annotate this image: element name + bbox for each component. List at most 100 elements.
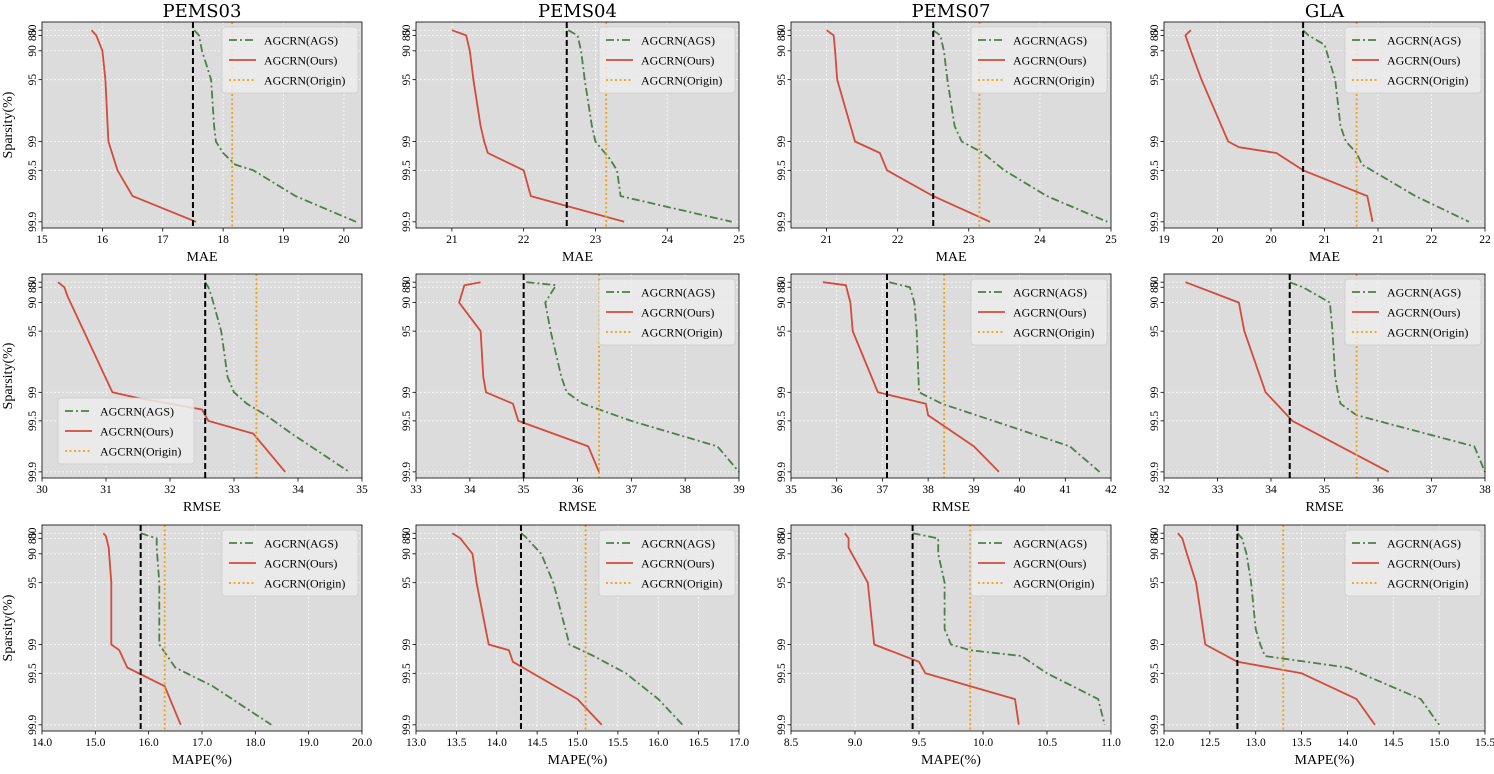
y-tick-label: 99 bbox=[27, 386, 39, 398]
ours-line bbox=[102, 532, 182, 726]
plot-frame bbox=[41, 21, 363, 229]
plot-frame bbox=[1163, 524, 1486, 732]
y-tick-label: 99 bbox=[401, 638, 413, 650]
legend: AGCRN(AGS) AGCRN(Ours) AGCRN(Origin) bbox=[598, 278, 736, 346]
y-tick-label: 99.9 bbox=[1149, 462, 1161, 482]
y-tick-label: 95 bbox=[27, 577, 39, 589]
legend-box bbox=[970, 278, 1108, 346]
y-tick-label: 80 bbox=[401, 24, 413, 36]
x-tick-label: 19 bbox=[1158, 234, 1170, 246]
x-axis-label: MAE bbox=[1309, 250, 1340, 265]
y-tick-label: 99.5 bbox=[27, 411, 39, 431]
plot-frame bbox=[790, 21, 1112, 229]
x-tick-label: 16.5 bbox=[689, 737, 709, 749]
legend: AGCRN(AGS) AGCRN(Ours) AGCRN(Origin) bbox=[221, 26, 359, 94]
y-tick-label: 90 bbox=[27, 45, 39, 57]
subplot-2-1: 13.0 13.5 14.0 14.5 15.0 15.5 16.0 16.5 17.0 8085… bbox=[401, 524, 749, 749]
x-tick-label: 13.5 bbox=[446, 737, 466, 749]
plot-frame bbox=[790, 524, 1112, 732]
x-tick-label: 16.0 bbox=[139, 737, 159, 749]
legend-label: AGCRN(Ours) bbox=[1013, 557, 1086, 571]
column-title: PEMS07 bbox=[912, 1, 991, 22]
y-tick-label: 85 bbox=[776, 281, 788, 293]
legend-label: AGCRN(Ours) bbox=[641, 557, 714, 571]
x-tick-label: 35 bbox=[1319, 484, 1331, 496]
legend: AGCRN(AGS) AGCRN(Ours) AGCRN(Origin) bbox=[598, 529, 736, 597]
y-tick-label: 90 bbox=[1149, 548, 1161, 560]
y-tick-label: 99.9 bbox=[27, 462, 39, 482]
legend-label: AGCRN(Origin) bbox=[1387, 326, 1468, 340]
legend-label: AGCRN(Ours) bbox=[1013, 306, 1086, 320]
subplot-0-1: 21 22 23 24 25808590959999.599.9AGCRN(AGS)AG… bbox=[401, 21, 745, 246]
y-tick-label: 99.5 bbox=[401, 663, 413, 683]
x-tick-label: 9.5 bbox=[912, 737, 927, 749]
x-tick-label: 40 bbox=[1014, 484, 1026, 496]
x-axis-label: RMSE bbox=[932, 500, 970, 515]
legend-label: AGCRN(Origin) bbox=[641, 577, 722, 591]
x-tick-label: 20 bbox=[338, 234, 350, 246]
legend-box bbox=[598, 26, 736, 94]
y-tick-label: 95 bbox=[401, 74, 413, 86]
x-tick-label: 14.5 bbox=[1383, 737, 1403, 749]
x-axis-label: MAE bbox=[562, 250, 593, 265]
x-tick-label: 33 bbox=[228, 484, 240, 496]
x-tick-label: 36 bbox=[831, 484, 843, 496]
ags-line bbox=[567, 29, 733, 223]
legend-box bbox=[1344, 529, 1482, 597]
legend-label: AGCRN(Origin) bbox=[100, 445, 181, 459]
x-tick-label: 22 bbox=[892, 234, 904, 246]
x-tick-label: 10.0 bbox=[973, 737, 993, 749]
x-tick-label: 35 bbox=[356, 484, 368, 496]
y-tick-label: 95 bbox=[776, 325, 788, 337]
plot-frame bbox=[41, 273, 363, 479]
column-title: PEMS03 bbox=[163, 1, 242, 22]
legend-label: AGCRN(Origin) bbox=[1387, 74, 1468, 88]
legend-label: AGCRN(AGS) bbox=[641, 286, 715, 300]
y-tick-label: 80 bbox=[27, 24, 39, 36]
x-tick-label: 36 bbox=[1372, 484, 1384, 496]
legend-box bbox=[970, 529, 1108, 597]
y-tick-label: 80 bbox=[27, 527, 39, 539]
y-tick-label: 85 bbox=[401, 29, 413, 41]
legend-label: AGCRN(Origin) bbox=[1013, 577, 1094, 591]
x-tick-label: 12.0 bbox=[1154, 737, 1174, 749]
legend-label: AGCRN(Origin) bbox=[264, 577, 345, 591]
column-title: GLA bbox=[1305, 1, 1345, 22]
x-tick-label: 21 bbox=[1319, 234, 1331, 246]
x-tick-label: 13.0 bbox=[406, 737, 426, 749]
legend-label: AGCRN(Origin) bbox=[641, 326, 722, 340]
x-tick-label: 38 bbox=[1479, 484, 1491, 496]
y-tick-label: 99.5 bbox=[1149, 160, 1161, 180]
x-tick-label: 31 bbox=[100, 484, 112, 496]
y-tick-label: 95 bbox=[1149, 577, 1161, 589]
legend-label: AGCRN(Ours) bbox=[264, 54, 337, 68]
legend-box bbox=[970, 26, 1108, 94]
x-tick-label: 39 bbox=[733, 484, 745, 496]
x-tick-label: 15.0 bbox=[567, 737, 587, 749]
y-tick-label: 90 bbox=[1149, 297, 1161, 309]
y-tick-label: 99.9 bbox=[1149, 212, 1161, 232]
legend-label: AGCRN(AGS) bbox=[1387, 34, 1461, 48]
y-tick-label: 90 bbox=[401, 45, 413, 57]
legend: AGCRN(AGS) AGCRN(Ours) AGCRN(Origin) bbox=[970, 529, 1108, 597]
grid bbox=[1164, 525, 1485, 731]
y-tick-label: 99.5 bbox=[401, 160, 413, 180]
y-tick-label: 99.9 bbox=[401, 462, 413, 482]
x-tick-label: 8.5 bbox=[784, 737, 799, 749]
x-tick-label: 34 bbox=[1265, 484, 1277, 496]
legend-box bbox=[221, 529, 359, 597]
y-tick-label: 95 bbox=[776, 577, 788, 589]
x-axis-label: RMSE bbox=[183, 500, 221, 515]
y-tick-label: 80 bbox=[401, 527, 413, 539]
x-tick-label: 37 bbox=[877, 484, 889, 496]
y-tick-label: 99 bbox=[776, 638, 788, 650]
y-tick-label: 90 bbox=[776, 45, 788, 57]
x-tick-label: 23 bbox=[590, 234, 602, 246]
y-tick-label: 85 bbox=[776, 29, 788, 41]
